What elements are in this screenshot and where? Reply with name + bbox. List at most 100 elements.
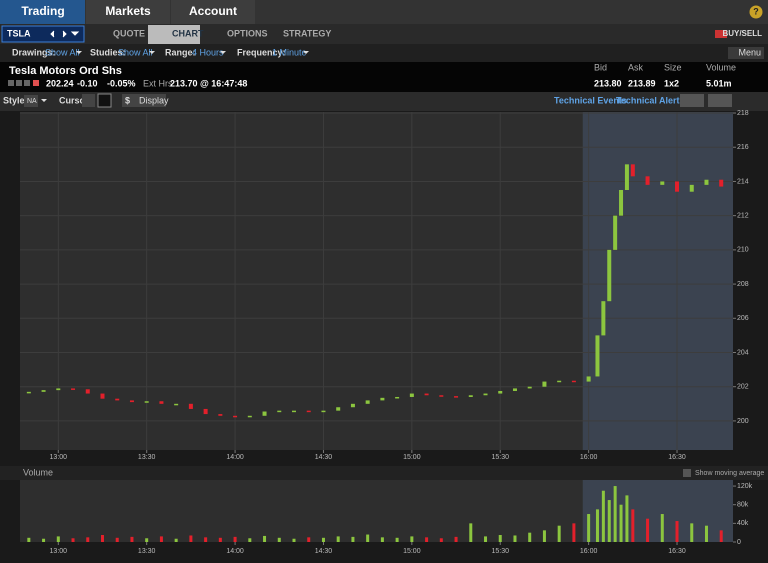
candle (380, 397, 385, 401)
view-tab[interactable]: OPTIONS (227, 28, 268, 38)
volume-bar (454, 536, 458, 542)
setting-value[interactable]: Show All (118, 47, 153, 57)
link[interactable]: Technical Events (554, 95, 627, 105)
zoom-button[interactable] (708, 94, 732, 107)
x-tick-label: 16:00 (580, 548, 598, 555)
candle (439, 395, 444, 397)
icon[interactable] (16, 80, 22, 86)
volume-bar (498, 535, 502, 542)
volume-bar (484, 536, 488, 542)
volume-bar (469, 523, 473, 542)
symbol-arrows[interactable] (50, 30, 80, 38)
x-tick-label: 13:30 (138, 454, 156, 461)
volume-bar (557, 525, 561, 542)
tab-label[interactable]: Trading (21, 4, 64, 18)
icon[interactable] (24, 80, 30, 86)
volume-bar (56, 536, 60, 542)
tab-label[interactable]: Account (189, 4, 237, 18)
volume-bar (174, 538, 178, 542)
setting-label: Studies: (90, 47, 126, 57)
candle (188, 403, 193, 409)
quote-header: Volume (706, 62, 736, 72)
y-tick-label: 210 (737, 247, 749, 254)
cursor-tool[interactable] (97, 93, 112, 108)
volume-bar (607, 500, 611, 542)
change: -0.10 (77, 78, 98, 88)
style-value[interactable]: NA (27, 98, 37, 105)
buy-sell-icon[interactable] (715, 30, 727, 38)
candle (595, 335, 600, 377)
display-button[interactable] (122, 94, 166, 107)
tab[interactable] (171, 0, 255, 24)
cursor-label: Cursor: (59, 95, 92, 105)
help-icon[interactable] (749, 5, 763, 19)
y-tick-label: 212 (737, 213, 749, 220)
view-active[interactable] (148, 25, 200, 44)
candle (483, 393, 488, 396)
candle (26, 391, 31, 394)
candle (203, 408, 208, 415)
y-tick-label: 0 (737, 539, 741, 546)
menu-button[interactable] (728, 47, 764, 59)
volume-bar (292, 538, 296, 542)
volume-bar (613, 486, 617, 542)
symbol-box[interactable] (1, 25, 85, 43)
candle (115, 398, 120, 401)
checkbox[interactable] (683, 469, 691, 477)
symbol[interactable]: TSLA (7, 28, 31, 38)
volume-bar (513, 535, 517, 542)
x-tick-label: 15:00 (403, 454, 421, 461)
candle (336, 407, 341, 411)
icon[interactable] (8, 80, 14, 86)
ext-value: 213.70 @ 16:47:48 (170, 78, 247, 88)
menu[interactable]: Menu (738, 47, 761, 57)
candle (607, 249, 612, 302)
y-tick-label: 208 (737, 281, 749, 288)
tab[interactable] (86, 0, 170, 24)
setting-value[interactable]: Show All (45, 47, 80, 57)
style-box[interactable] (24, 95, 38, 107)
buy-sell[interactable]: BUY/SELL (722, 29, 762, 38)
extended-hours-shade (582, 112, 733, 450)
volume-bar (218, 537, 222, 542)
x-tick-label: 15:00 (403, 548, 421, 555)
candle (512, 388, 517, 391)
zoom-button[interactable] (680, 94, 704, 107)
quote-value: 213.80 (594, 78, 622, 88)
x-tick-label: 16:30 (668, 548, 686, 555)
display-icon[interactable]: $ (125, 95, 130, 105)
x-tick-label: 13:30 (138, 548, 156, 555)
volume-bar (115, 537, 119, 542)
candle (571, 380, 576, 383)
display[interactable]: Display (139, 95, 169, 105)
x-tick-label: 16:30 (668, 454, 686, 461)
volume-bar (704, 525, 708, 542)
cursor-tool[interactable] (82, 94, 95, 107)
x-tick-label: 15:30 (491, 454, 509, 461)
candle (277, 410, 282, 413)
volume-bar (336, 536, 340, 542)
chart-tools (0, 92, 768, 111)
volume-bar (277, 537, 281, 542)
change-pct: -0.05% (107, 78, 136, 88)
candle (586, 376, 591, 382)
setting-value[interactable]: 4 Hours (192, 47, 224, 57)
view-tab[interactable]: QUOTE (113, 28, 145, 38)
checkbox-label[interactable]: Show moving average (695, 470, 764, 477)
link[interactable]: Technical Alerts (616, 95, 685, 105)
setting-value[interactable]: 1 Minute (272, 47, 307, 57)
view-tab[interactable]: STRATEGY (283, 28, 331, 38)
volume-bar (595, 509, 599, 542)
candle (395, 396, 400, 399)
y-tick-label: 200 (737, 418, 749, 425)
volume-bar (646, 518, 650, 542)
tab-label[interactable]: Markets (105, 4, 151, 18)
help-label[interactable]: ? (753, 6, 759, 16)
dropdown-arrow (41, 99, 69, 102)
tab-active[interactable] (0, 0, 85, 24)
candle (350, 403, 355, 408)
volume-bar (307, 537, 311, 542)
volume-bar (263, 535, 267, 542)
view-tab[interactable]: CHART (172, 28, 204, 38)
